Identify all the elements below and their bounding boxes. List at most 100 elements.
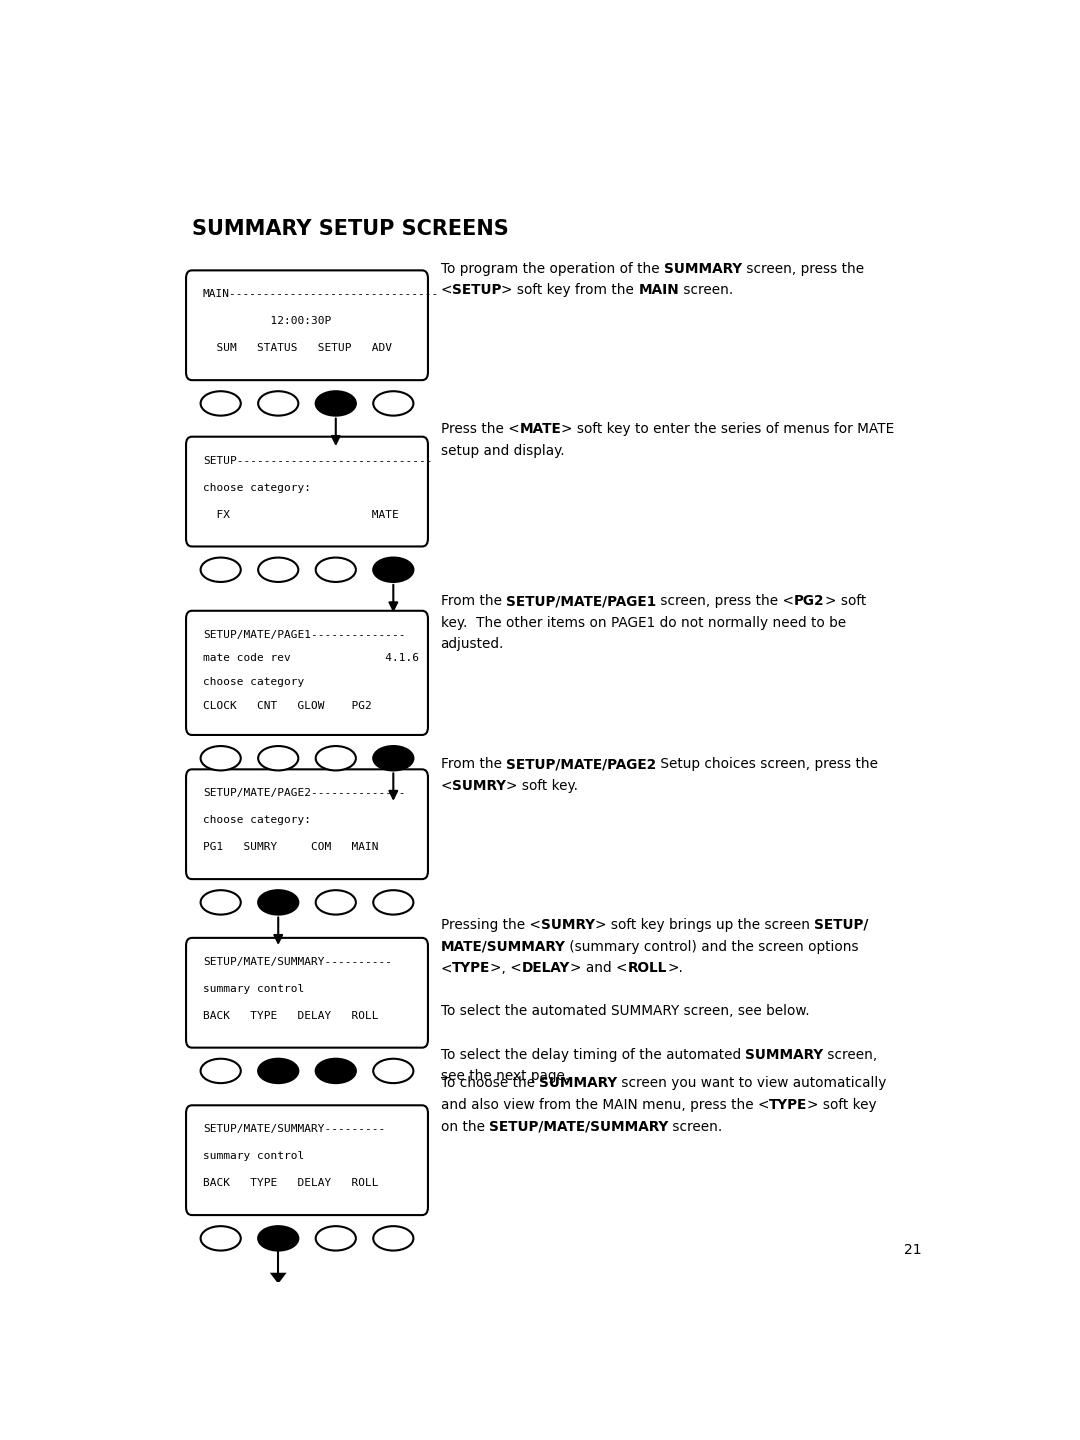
Text: Setup choices screen, press the: Setup choices screen, press the [656,757,878,772]
Text: setup and display.: setup and display. [441,444,564,458]
Text: summary control: summary control [203,984,305,994]
Text: SETUP/MATE/PAGE1: SETUP/MATE/PAGE1 [505,595,657,608]
Ellipse shape [258,1227,298,1250]
Text: choose category: choose category [203,677,305,687]
Text: Press the <: Press the < [441,422,519,436]
Ellipse shape [315,1058,356,1083]
Text: SETUP/MATE/PAGE2: SETUP/MATE/PAGE2 [505,757,656,772]
Text: SETUP/MATE/PAGE2--------------: SETUP/MATE/PAGE2-------------- [203,788,405,798]
Text: BACK   TYPE   DELAY   ROLL: BACK TYPE DELAY ROLL [203,1011,378,1021]
FancyBboxPatch shape [186,1106,428,1215]
Ellipse shape [315,557,356,582]
Ellipse shape [258,746,298,770]
Text: 12:00:30P: 12:00:30P [203,317,332,327]
Text: > soft key brings up the screen: > soft key brings up the screen [594,917,814,932]
Text: key.  The other items on PAGE1 do not normally need to be: key. The other items on PAGE1 do not nor… [441,616,846,629]
Text: TYPE: TYPE [769,1099,807,1112]
Ellipse shape [374,1058,414,1083]
Text: MATE/SUMMARY: MATE/SUMMARY [441,939,566,953]
Text: PG1   SUMRY     COM   MAIN: PG1 SUMRY COM MAIN [203,842,378,852]
Text: >.: >. [667,960,683,975]
Text: Pressing the <: Pressing the < [441,917,540,932]
Ellipse shape [201,746,241,770]
Ellipse shape [315,890,356,914]
Text: > and <: > and < [570,960,627,975]
Text: screen, press the <: screen, press the < [657,595,794,608]
Text: SETUP/MATE/SUMMARY---------: SETUP/MATE/SUMMARY--------- [203,1125,386,1135]
Text: MAIN-------------------------------: MAIN------------------------------- [203,289,440,300]
Text: To select the automated SUMMARY screen, see below.: To select the automated SUMMARY screen, … [441,1005,809,1018]
Text: summary control: summary control [203,1151,305,1161]
Text: SUMRY: SUMRY [453,779,507,793]
Text: SETUP: SETUP [453,284,501,297]
Text: SUMMARY: SUMMARY [663,262,742,275]
Text: TYPE: TYPE [453,960,490,975]
Text: SUMRY: SUMRY [540,917,594,932]
Text: choose category:: choose category: [203,815,311,825]
Text: SETUP/MATE/SUMMARY: SETUP/MATE/SUMMARY [489,1120,669,1133]
Text: CLOCK   CNT   GLOW    PG2: CLOCK CNT GLOW PG2 [203,701,372,711]
Text: (summary control) and the screen options: (summary control) and the screen options [566,939,859,953]
Text: choose category:: choose category: [203,482,311,492]
Ellipse shape [374,746,414,770]
Text: mate code rev              4.1.6: mate code rev 4.1.6 [203,654,419,664]
Text: > soft key to enter the series of menus for MATE: > soft key to enter the series of menus … [561,422,894,436]
Ellipse shape [315,392,356,416]
Ellipse shape [258,890,298,914]
Text: screen,: screen, [823,1048,877,1061]
Text: SETUP/MATE/PAGE1--------------: SETUP/MATE/PAGE1-------------- [203,629,405,639]
Text: 21: 21 [904,1243,922,1257]
Ellipse shape [374,392,414,416]
Text: BACK   TYPE   DELAY   ROLL: BACK TYPE DELAY ROLL [203,1178,378,1188]
Text: <: < [441,960,453,975]
Text: PG2: PG2 [794,595,825,608]
Text: From the: From the [441,595,505,608]
Text: > soft: > soft [825,595,866,608]
Ellipse shape [258,1058,298,1083]
Text: SUMMARY: SUMMARY [539,1077,617,1090]
FancyBboxPatch shape [186,436,428,546]
Text: SETUP/MATE/SUMMARY----------: SETUP/MATE/SUMMARY---------- [203,956,392,966]
Text: > soft key.: > soft key. [507,779,578,793]
Text: on the: on the [441,1120,489,1133]
Text: SETUP-----------------------------: SETUP----------------------------- [203,455,432,465]
Text: SUMMARY SETUP SCREENS: SUMMARY SETUP SCREENS [192,219,509,239]
FancyBboxPatch shape [186,611,428,734]
Text: SETUP/: SETUP/ [814,917,868,932]
FancyBboxPatch shape [186,937,428,1048]
Text: screen you want to view automatically: screen you want to view automatically [617,1077,887,1090]
Text: see the next page.: see the next page. [441,1070,569,1083]
Text: and also view from the MAIN menu, press the <: and also view from the MAIN menu, press … [441,1099,769,1112]
Ellipse shape [374,1227,414,1250]
Ellipse shape [201,1058,241,1083]
Text: From the: From the [441,757,505,772]
Text: screen.: screen. [669,1120,723,1133]
Text: <: < [441,284,453,297]
Ellipse shape [258,557,298,582]
Ellipse shape [201,1227,241,1250]
Ellipse shape [201,392,241,416]
Text: screen.: screen. [679,284,733,297]
Text: ROLL: ROLL [627,960,667,975]
Ellipse shape [315,746,356,770]
Text: DELAY: DELAY [522,960,570,975]
Ellipse shape [258,392,298,416]
Ellipse shape [201,557,241,582]
FancyBboxPatch shape [186,271,428,380]
Text: MAIN: MAIN [638,284,679,297]
Text: To select the delay timing of the automated: To select the delay timing of the automa… [441,1048,745,1061]
Text: > soft key from the: > soft key from the [501,284,638,297]
Text: MATE: MATE [519,422,561,436]
Text: SUM   STATUS   SETUP   ADV: SUM STATUS SETUP ADV [203,343,392,353]
Ellipse shape [201,890,241,914]
Text: SUMMARY: SUMMARY [745,1048,823,1061]
Polygon shape [270,1273,286,1284]
FancyBboxPatch shape [186,769,428,878]
Text: adjusted.: adjusted. [441,638,504,651]
Ellipse shape [374,890,414,914]
Text: To choose the: To choose the [441,1077,539,1090]
Text: FX                     MATE: FX MATE [203,510,399,520]
Text: >, <: >, < [490,960,522,975]
Text: screen, press the: screen, press the [742,262,864,275]
Ellipse shape [374,557,414,582]
